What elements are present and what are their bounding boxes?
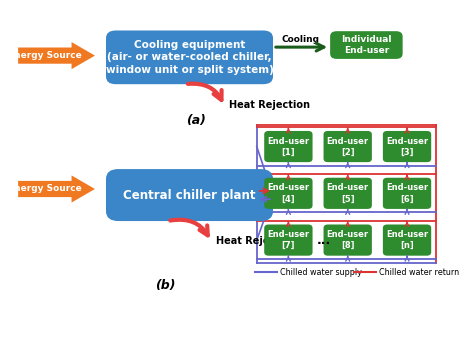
FancyBboxPatch shape <box>383 131 431 162</box>
Text: End-user
[5]: End-user [5] <box>327 183 369 203</box>
Text: Cooling: Cooling <box>282 34 319 44</box>
Text: End-user
[8]: End-user [8] <box>327 230 369 250</box>
FancyBboxPatch shape <box>330 31 402 59</box>
FancyBboxPatch shape <box>264 131 312 162</box>
Text: End-user
[6]: End-user [6] <box>386 183 428 203</box>
Text: Chilled water supply: Chilled water supply <box>281 268 362 277</box>
Text: End-user
[n]: End-user [n] <box>386 230 428 250</box>
Text: Chilled water return: Chilled water return <box>379 268 459 277</box>
Text: End-user
[2]: End-user [2] <box>327 137 369 157</box>
Text: End-user
[4]: End-user [4] <box>267 183 310 203</box>
Text: Heat Rejection: Heat Rejection <box>216 236 297 246</box>
FancyArrow shape <box>18 42 95 69</box>
FancyBboxPatch shape <box>264 225 312 256</box>
FancyBboxPatch shape <box>383 225 431 256</box>
Text: End-user
[7]: End-user [7] <box>267 230 310 250</box>
Text: Energy Source: Energy Source <box>9 51 82 60</box>
FancyBboxPatch shape <box>324 225 372 256</box>
Text: Central chiller plant: Central chiller plant <box>123 189 256 202</box>
Text: (a): (a) <box>186 114 206 127</box>
FancyBboxPatch shape <box>324 178 372 209</box>
Text: End-user
[3]: End-user [3] <box>386 137 428 157</box>
Text: (b): (b) <box>155 279 175 291</box>
FancyBboxPatch shape <box>264 178 312 209</box>
Text: ...: ... <box>317 234 331 247</box>
FancyBboxPatch shape <box>106 31 273 84</box>
Text: Individual
End-user: Individual End-user <box>341 35 392 55</box>
Text: Energy Source: Energy Source <box>9 184 82 194</box>
FancyBboxPatch shape <box>324 131 372 162</box>
Text: Heat Rejection: Heat Rejection <box>229 100 310 110</box>
Text: Cooling equipment
(air- or water-cooled chiller,
window unit or split system): Cooling equipment (air- or water-cooled … <box>106 40 273 75</box>
FancyBboxPatch shape <box>106 169 273 221</box>
Text: End-user
[1]: End-user [1] <box>267 137 310 157</box>
FancyArrow shape <box>18 175 95 202</box>
FancyBboxPatch shape <box>383 178 431 209</box>
